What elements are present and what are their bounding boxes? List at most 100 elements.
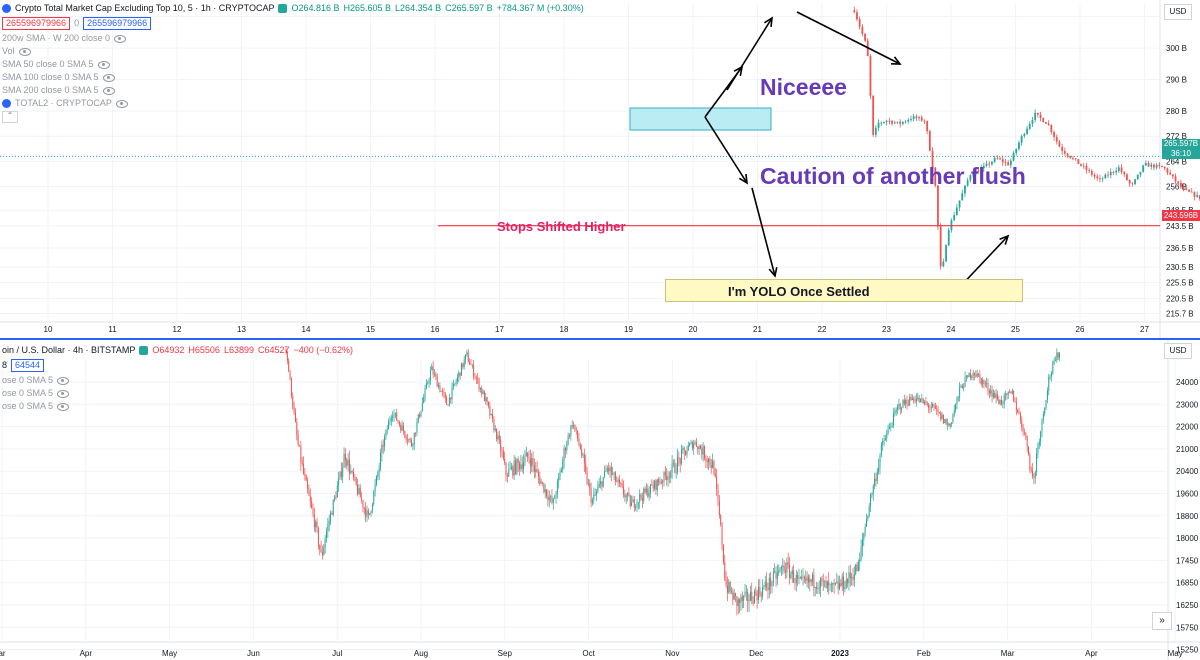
candle: [1056, 348, 1058, 363]
candle: [574, 424, 576, 432]
bottom-buy-price-box[interactable]: 64544: [11, 359, 45, 372]
candle: [336, 480, 338, 498]
candle: [654, 479, 656, 491]
niceee-annotation[interactable]: Niceeee: [760, 74, 847, 100]
buy-price-box[interactable]: 265596979966: [83, 17, 152, 30]
eye-icon[interactable]: [57, 376, 70, 385]
candle: [877, 119, 880, 132]
candle: [722, 544, 724, 565]
candle: [1012, 151, 1015, 162]
candle: [717, 483, 719, 506]
candle: [828, 572, 830, 595]
collapse-legend-button[interactable]: ⌃: [2, 110, 18, 123]
top-chart-canvas[interactable]: 101112131415161718192021222324252627310 …: [0, 0, 1200, 340]
candle: [340, 462, 342, 481]
eye-icon[interactable]: [97, 60, 110, 69]
eye-icon[interactable]: [57, 402, 70, 411]
candle: [863, 532, 865, 546]
yolo-annotation-box[interactable]: I'm YOLO Once Settled: [665, 279, 1023, 302]
eye-icon[interactable]: [115, 99, 128, 108]
candle: [972, 171, 974, 178]
sell-price-box[interactable]: 265596979966: [2, 17, 71, 30]
eye-icon[interactable]: [102, 73, 115, 82]
bottom-chart-pane[interactable]: 24000 23000 22000 21000 20400 19600 18800 18000…: [0, 340, 1200, 660]
indicator-row[interactable]: 200w SMA · W 200 close 0: [2, 32, 584, 45]
candle: [505, 461, 507, 482]
candle: [801, 569, 803, 581]
candle: [377, 470, 379, 481]
candle: [945, 244, 947, 262]
candle: [1158, 162, 1161, 169]
top-change: +784.367 M (+0.30%): [496, 3, 584, 13]
candle: [934, 402, 936, 410]
bottom-chart-canvas[interactable]: 24000 23000 22000 21000 20400 19600 18800 18000…: [0, 340, 1200, 660]
candle: [708, 457, 710, 471]
top-currency-selector[interactable]: USD: [1164, 4, 1192, 20]
scroll-to-realtime-button[interactable]: »: [1152, 612, 1172, 630]
x-tick-label: 20: [689, 325, 698, 334]
candle: [326, 527, 327, 543]
candle: [307, 477, 309, 494]
indicator-row[interactable]: SMA 50 close 0 SMA 5: [2, 58, 584, 71]
caution-annotation[interactable]: Caution of another flush: [760, 163, 1026, 189]
candle: [528, 450, 530, 464]
bottom-symbol-title[interactable]: oin / U.S. Dollar · 4h · BITSTAMP: [2, 345, 136, 355]
candle: [633, 496, 635, 512]
candle: [737, 597, 739, 614]
candle: [466, 350, 468, 357]
candle: [896, 121, 899, 124]
candle: [683, 446, 685, 460]
candle: [1155, 162, 1158, 170]
indicator-row[interactable]: ose 0 SMA 5: [2, 374, 353, 387]
candle: [953, 404, 955, 417]
candle: [880, 441, 882, 458]
candle: [342, 462, 344, 483]
candle: [840, 579, 842, 588]
candle: [910, 115, 912, 122]
top-legend: Crypto Total Market Cap Excluding Top 10…: [2, 2, 584, 123]
candle: [321, 545, 323, 560]
candle: [810, 578, 812, 587]
top-chart-pane[interactable]: 101112131415161718192021222324252627310 …: [0, 0, 1200, 340]
x-tick-label: Dec: [749, 649, 763, 658]
candle: [493, 416, 495, 433]
candle: [914, 395, 916, 404]
top-symbol-title[interactable]: Crypto Total Market Cap Excluding Top 10…: [15, 3, 275, 13]
eye-icon[interactable]: [102, 86, 115, 95]
indicator-row[interactable]: SMA 100 close 0 SMA 5: [2, 71, 584, 84]
candle: [974, 372, 975, 381]
bottom-low: L63899: [223, 345, 254, 355]
candle: [351, 469, 353, 475]
candle: [623, 480, 624, 498]
candle: [551, 488, 553, 505]
candle: [698, 444, 700, 456]
cryptocap-logo-icon: [2, 4, 11, 13]
stops-annotation[interactable]: Stops Shifted Higher: [497, 219, 626, 234]
candle: [301, 457, 303, 467]
indicator-row[interactable]: ose 0 SMA 5: [2, 387, 353, 400]
eye-icon[interactable]: [18, 47, 31, 56]
candle: [527, 452, 529, 462]
candle: [1010, 390, 1012, 394]
indicator-row[interactable]: Vol: [2, 45, 584, 58]
y-tick-label: 21000: [1176, 445, 1199, 454]
eye-icon[interactable]: [114, 34, 127, 43]
candle: [524, 450, 526, 467]
candle: [1029, 452, 1031, 474]
candle: [1166, 167, 1169, 176]
candle: [544, 484, 546, 499]
candle: [350, 464, 352, 475]
candle: [448, 393, 450, 407]
bottom-currency-selector[interactable]: USD: [1164, 343, 1192, 359]
indicator-row[interactable]: SMA 200 close 0 SMA 5: [2, 84, 584, 97]
indicator-row[interactable]: TOTAL2 · CRYPTOCAP: [2, 97, 584, 110]
candle: [996, 155, 999, 160]
candle: [932, 402, 934, 408]
candle: [1015, 397, 1017, 416]
candle: [1144, 160, 1147, 167]
eye-icon[interactable]: [57, 389, 70, 398]
cryptocap-logo-icon: [2, 99, 11, 108]
candle: [662, 479, 664, 490]
pane-divider[interactable]: [0, 338, 1200, 340]
indicator-row[interactable]: ose 0 SMA 5: [2, 400, 353, 413]
